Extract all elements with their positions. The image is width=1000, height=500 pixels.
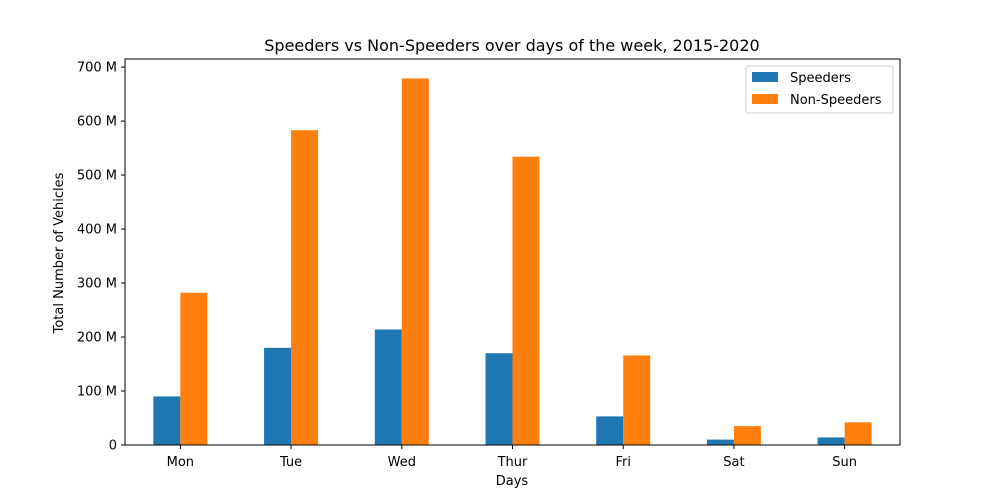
y-tick-label: 600 M (77, 115, 117, 130)
legend-frame (745, 65, 894, 114)
x-tick-label-tue: Tue (279, 455, 302, 470)
y-tick-label: 500 M (77, 169, 117, 184)
y-tick-label: 0 (109, 439, 117, 454)
bar-non-speeders-tue (291, 130, 319, 445)
legend-swatch-non-speeders (752, 94, 778, 104)
bar-speeders-tue (264, 347, 292, 445)
bar-speeders-wed (374, 329, 402, 445)
y-tick-label: 300 M (77, 277, 117, 292)
axes-group: 0 100 M 200 M 300 M 400 M 500 M 600 M 700 M Mon T… (77, 58, 901, 470)
x-tick-label-sat: Sat (723, 455, 744, 470)
bars-group (153, 78, 872, 445)
y-tick-label: 200 M (77, 331, 117, 346)
bar-non-speeders-sun (844, 422, 872, 445)
bar-speeders-thur (485, 353, 513, 445)
y-tick-label: 700 M (77, 61, 117, 76)
legend: Speeders Non-Speeders (745, 65, 894, 114)
legend-swatch-speeders (752, 72, 778, 82)
chart-title: Speeders vs Non-Speeders over days of th… (264, 36, 759, 55)
bar-non-speeders-sat (733, 426, 761, 445)
x-axis-title: Days (496, 474, 529, 489)
x-tick-label-wed: Wed (388, 455, 416, 470)
bar-non-speeders-wed (401, 78, 429, 445)
y-tick-label: 400 M (77, 223, 117, 238)
bar-speeders-sun (817, 437, 845, 445)
bar-non-speeders-thur (512, 156, 540, 445)
legend-label-speeders: Speeders (790, 71, 851, 86)
bar-non-speeders-fri (623, 355, 651, 445)
x-tick-label-thur: Thur (497, 455, 528, 470)
bar-speeders-mon (153, 396, 181, 445)
legend-label-non-speeders: Non-Speeders (790, 93, 882, 108)
x-tick-label-fri: Fri (615, 455, 631, 470)
y-tick-label: 100 M (77, 385, 117, 400)
bar-non-speeders-mon (180, 292, 208, 445)
bar-speeders-sat (706, 439, 734, 445)
x-tick-label-sun: Sun (832, 455, 857, 470)
y-axis-title: Total Number of Vehicles (52, 172, 67, 334)
x-tick-label-mon: Mon (167, 455, 194, 470)
bar-speeders-fri (596, 416, 624, 445)
